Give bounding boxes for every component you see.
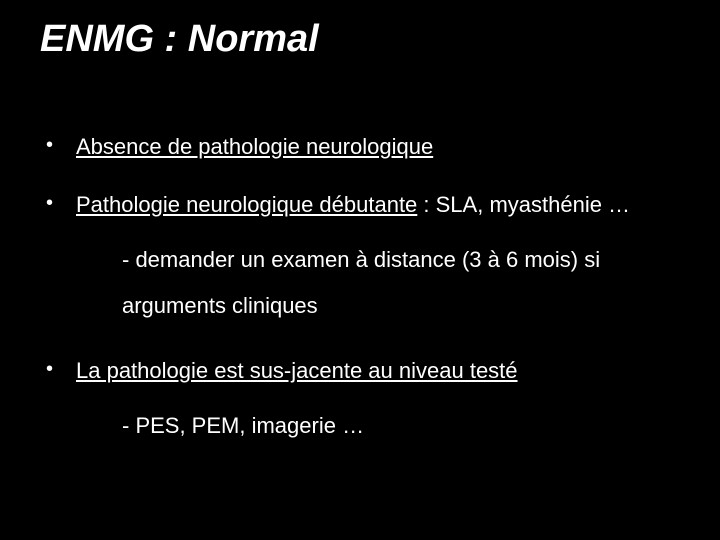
list-item: Absence de pathologie neurologique [40,131,680,163]
bullet-underlined: Absence de pathologie neurologique [76,134,433,159]
bullet-underlined: La pathologie est sus-jacente au niveau … [76,358,518,383]
slide: ENMG : Normal Absence de pathologie neur… [0,0,720,540]
bullet-extra: : SLA, myasthénie … [417,192,630,217]
bullet-list: Absence de pathologie neurologique Patho… [40,131,680,449]
bullet-sub: - PES, PEM, imagerie … [122,403,680,449]
slide-title: ENMG : Normal [40,18,680,61]
bullet-underlined: Pathologie neurologique débutante [76,192,417,217]
list-item: La pathologie est sus-jacente au niveau … [40,355,680,449]
list-item: Pathologie neurologique débutante : SLA,… [40,189,680,329]
bullet-sub: - demander un examen à distance (3 à 6 m… [122,237,680,329]
